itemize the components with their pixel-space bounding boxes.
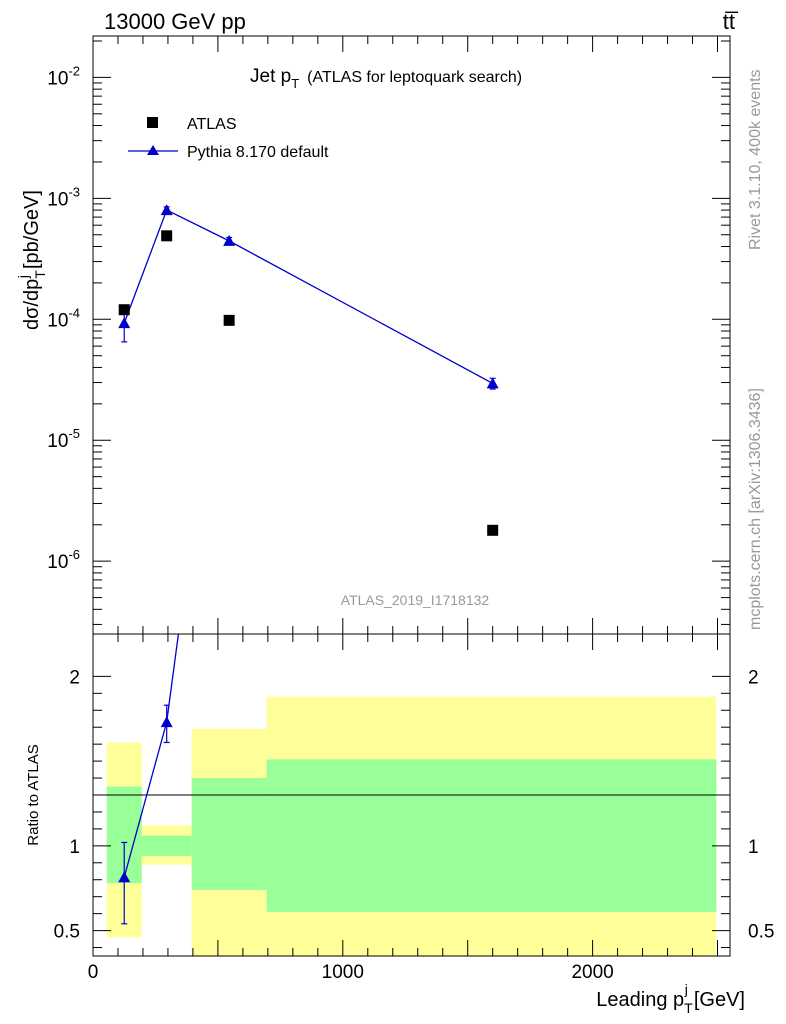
- atlas-point: [487, 524, 499, 536]
- y-tick-label-base: 10: [47, 189, 68, 210]
- y-tick-label: 10-5: [47, 426, 80, 452]
- main-data: [118, 204, 499, 536]
- ratio-point: [118, 871, 131, 883]
- y-tick-label-exp: -4: [68, 305, 80, 320]
- atlas-uncertainty-inner: [141, 835, 192, 857]
- ratio-y-axis-label: Ratio to ATLAS: [25, 744, 42, 845]
- legend-pythia-label: Pythia 8.170 default: [187, 144, 329, 161]
- y-tick-label-exp: -3: [68, 184, 80, 199]
- y-axis-label-rest: [pb/GeV]: [21, 190, 43, 269]
- y-tick-label: 10-6: [47, 547, 80, 573]
- chart-title: Jet pT (ATLAS for leptoquark search): [250, 66, 522, 91]
- ratio-point: [223, 247, 235, 258]
- process-label: tt̅: [723, 9, 739, 34]
- x-tick-label: 0: [88, 962, 99, 983]
- pythia-point: [223, 234, 236, 246]
- ratio-data: [118, 247, 235, 925]
- atlas-point: [161, 230, 173, 242]
- x-tick-label: 2000: [571, 962, 613, 983]
- ratio-y-tick-label: 2: [69, 667, 80, 688]
- x-axis-label-sub: T: [684, 1000, 693, 1016]
- ratio-y-tick-label-right: 1: [748, 837, 759, 858]
- y-axis-label-main: dσ/dp: [21, 279, 43, 330]
- ratio-y-tick-label: 1: [69, 837, 80, 858]
- y-axis-label-sub: T: [32, 270, 48, 279]
- y-tick-label-base: 10: [47, 310, 68, 331]
- x-axis-label-sup: j: [684, 981, 688, 997]
- y-tick-label-base: 10: [47, 552, 68, 573]
- atlas-uncertainty-inner: [191, 778, 267, 890]
- mcplots-label: mcplots.cern.ch [arXiv:1306.3436]: [747, 388, 764, 630]
- y-tick-label: 10-4: [47, 305, 80, 331]
- analysis-watermark: ATLAS_2019_I1718132: [341, 592, 490, 608]
- pythia-point: [486, 377, 499, 389]
- x-axis-label-main: Leading p: [596, 989, 684, 1011]
- chart-title-main: Jet p: [250, 66, 291, 87]
- y-tick-label-exp: -6: [68, 547, 80, 562]
- ratio-y-tick-label: 0.5: [54, 922, 80, 943]
- y-axis-label-sup: j: [15, 275, 31, 279]
- main-ticks: 10-610-510-410-310-2: [47, 36, 730, 634]
- pythia-line: [123, 209, 493, 384]
- y-tick-label-base: 10: [47, 431, 68, 452]
- ratio-panel: 0.5 0.5 1 1 2 2 0 1000 2000 Ratio to ATLAS Leadi…: [25, 247, 774, 1016]
- ratio-frame: [92, 633, 731, 957]
- x-axis-label-rest: [GeV]: [694, 989, 745, 1011]
- y-tick-label-exp: -2: [68, 63, 80, 78]
- x-axis-label: Leading pTj [GeV]: [596, 981, 745, 1016]
- y-axis-label: dσ/dpTj [pb/GeV]: [15, 190, 48, 330]
- ratio-bands: [106, 696, 717, 956]
- legend-atlas-label: ATLAS: [187, 116, 237, 133]
- legend-pythia-marker: [147, 145, 159, 155]
- legend: ATLAS Pythia 8.170 default: [128, 116, 329, 161]
- atlas-point: [223, 314, 235, 326]
- y-tick-label-exp: -5: [68, 426, 80, 441]
- y-tick-label-base: 10: [47, 68, 68, 89]
- ratio-y-tick-label-right: 2: [748, 667, 759, 688]
- energy-label: 13000 GeV pp: [104, 9, 246, 34]
- main-panel: 10-610-510-410-310-2 Jet pT (ATLAS for le…: [15, 35, 731, 635]
- ratio-y-tick-label-right: 0.5: [748, 922, 774, 943]
- legend-atlas-marker: [147, 117, 158, 128]
- atlas-uncertainty-inner: [266, 759, 717, 912]
- chart-title-sub: T: [291, 76, 299, 91]
- ratio-point: [160, 716, 173, 728]
- ratio-ticks: 0.5 0.5 1 1 2 2 0 1000 2000: [54, 634, 774, 983]
- y-tick-label: 10-2: [47, 63, 80, 89]
- x-tick-label: 1000: [322, 962, 364, 983]
- pythia-point: [118, 317, 131, 329]
- chart-title-rest: (ATLAS for leptoquark search): [307, 69, 522, 86]
- pythia-point: [160, 204, 173, 216]
- atlas-point: [118, 304, 130, 316]
- y-tick-label: 10-3: [47, 184, 80, 210]
- rivet-label: Rivet 3.1.10, 400k events: [747, 69, 764, 250]
